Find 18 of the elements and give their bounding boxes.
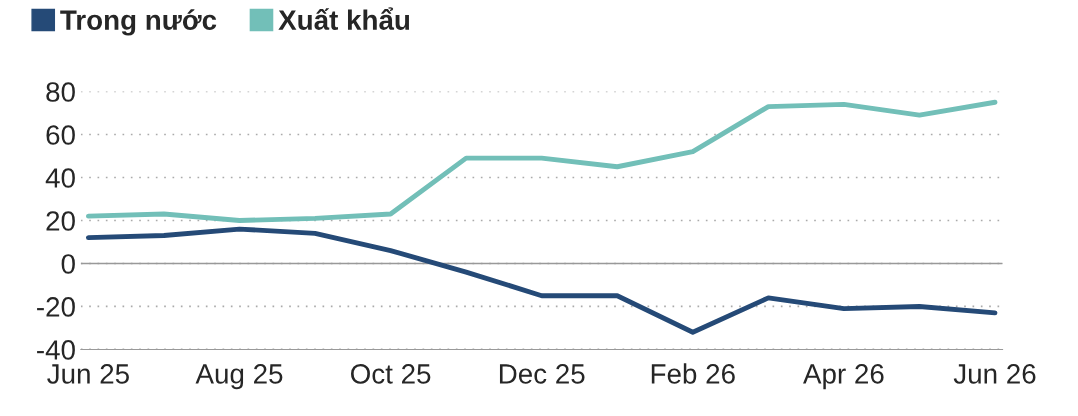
y-tick-label: -20	[37, 297, 75, 317]
y-tick-label: 80	[46, 82, 75, 102]
legend-label: Trong nước	[60, 9, 217, 36]
y-tick-label: 60	[46, 125, 75, 145]
y-tick-label: 0	[61, 254, 75, 274]
y-tick-label: -40	[37, 340, 75, 360]
legend-label: Xuất khẩu	[278, 7, 410, 30]
x-tick-label: Apr 26	[803, 364, 884, 390]
x-tick-label: Feb 26	[651, 363, 735, 384]
line-series	[85, 99, 998, 223]
x-tick-label: Oct 25	[351, 364, 431, 384]
y-tick-label: 40	[45, 168, 75, 188]
x-tick-label: Jun 26	[953, 364, 1036, 384]
x-tick-label: Aug 25	[195, 364, 283, 390]
line-series	[85, 226, 998, 335]
x-tick-label: Jun 25	[47, 364, 129, 384]
y-tick-label: 20	[46, 211, 75, 231]
x-tick-label: Dec 25	[499, 364, 585, 384]
